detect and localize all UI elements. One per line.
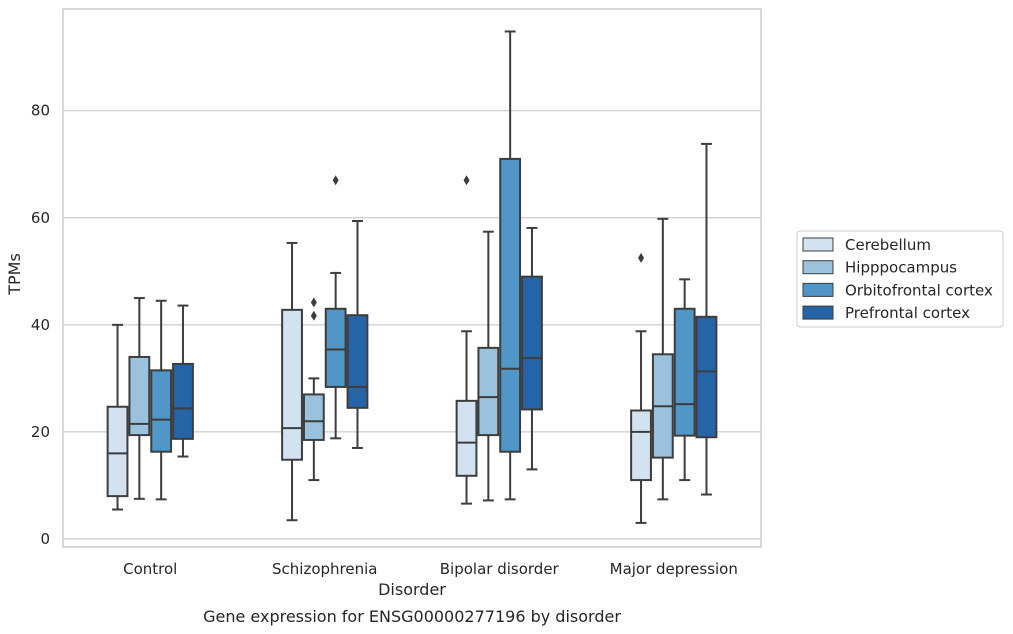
x-axis-label: Disorder (378, 580, 446, 599)
box-prefrontal-cortex (521, 226, 543, 471)
y-tick-label: 80 (31, 102, 50, 120)
legend-swatch (802, 282, 834, 297)
box-orbitofrontal-cortex (324, 175, 347, 440)
box-orbitofrontal-cortex (150, 299, 173, 501)
box-orbitofrontal-cortex (673, 278, 696, 482)
x-tick-label: Schizophrenia (272, 560, 377, 578)
outlier-point (332, 175, 339, 186)
iqr-box (695, 315, 718, 439)
iqr-box (630, 409, 652, 482)
outlier-point (638, 252, 645, 263)
y-tick-label: 0 (40, 530, 50, 548)
outlier-point (310, 297, 317, 308)
iqr-box (172, 362, 194, 440)
y-tick-labels: 0 20 40 60 80 (31, 102, 50, 548)
box-cerebellum (106, 323, 129, 511)
legend-label: Prefrontal cortex (845, 304, 970, 322)
box-layer (106, 30, 718, 524)
iqr-box (106, 405, 129, 498)
plot-frame (62, 8, 762, 548)
y-tick-label: 20 (31, 423, 50, 441)
legend-label: Cerebellum (845, 236, 931, 254)
legend-label: Orbitofrontal cortex (845, 281, 993, 299)
y-axis-label: TPMs (5, 253, 24, 296)
iqr-box (150, 369, 173, 453)
iqr-box (302, 393, 325, 441)
iqr-box (673, 307, 696, 437)
box-prefrontal-cortex (172, 304, 194, 458)
legend-swatch (802, 260, 834, 275)
outlier-point (310, 310, 317, 321)
y-tick-label: 60 (31, 209, 50, 227)
box-cerebellum (281, 241, 303, 522)
box-orbitofrontal-cortex (499, 30, 522, 501)
iqr-box (477, 346, 500, 437)
x-tick-labels: Control Schizophrenia Bipolar disorder Majo… (123, 560, 738, 578)
box-hipppocampus (477, 230, 500, 502)
box-hipppocampus (302, 297, 325, 482)
y-tick-label: 40 (31, 316, 50, 334)
legend-swatch (802, 305, 834, 320)
figure-caption: Gene expression for ENSG00000277196 by d… (203, 607, 621, 626)
iqr-box (128, 355, 151, 437)
legend: Cerebellum Hipppocampus Orbitofrontal cort… (796, 230, 1004, 328)
iqr-box (521, 275, 543, 411)
box-hipppocampus (128, 297, 151, 500)
iqr-box (324, 307, 347, 388)
iqr-box (455, 399, 478, 477)
outlier-point (463, 175, 470, 186)
legend-frame (796, 230, 1004, 328)
iqr-box (499, 157, 522, 453)
x-tick-label: Major depression (610, 560, 738, 578)
box-cerebellum (630, 252, 652, 524)
x-tick-label: Control (123, 560, 177, 578)
iqr-box (281, 308, 303, 461)
legend-swatch (802, 237, 834, 252)
box-cerebellum (455, 175, 478, 505)
box-prefrontal-cortex (695, 142, 718, 496)
box-prefrontal-cortex (346, 219, 369, 449)
box-hipppocampus (651, 217, 674, 501)
legend-label: Hipppocampus (845, 259, 957, 277)
iqr-box (346, 314, 369, 409)
x-tick-label: Bipolar disorder (440, 560, 560, 578)
